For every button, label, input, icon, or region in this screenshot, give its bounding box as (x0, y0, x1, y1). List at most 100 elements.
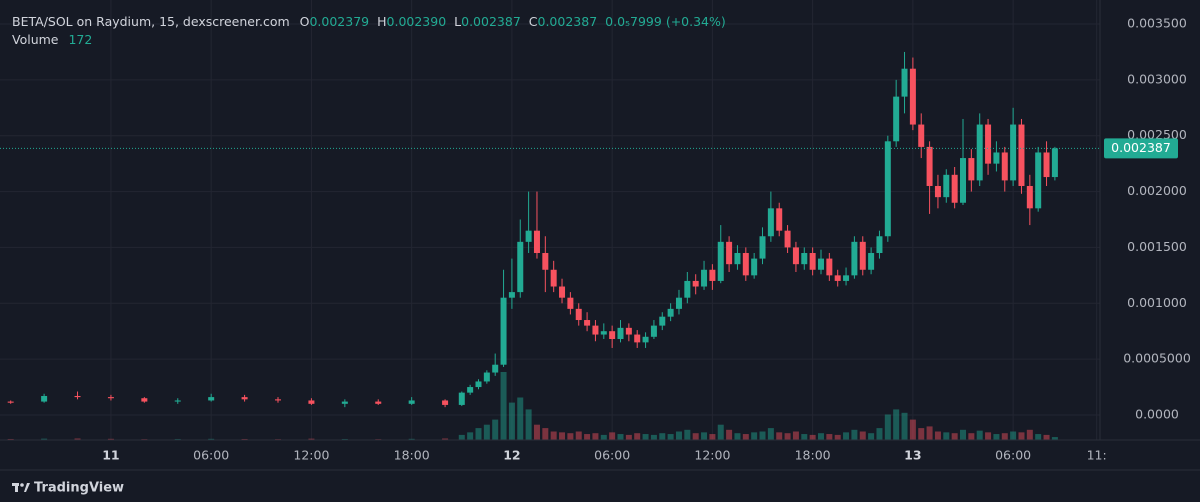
volume-bar (642, 434, 649, 440)
candle-body (241, 397, 248, 400)
candle-body (408, 400, 415, 404)
axes: 0.0000 0.0005000 0.001000 0.001500 0.002000 0… (0, 16, 1191, 463)
volume-bar (926, 426, 933, 440)
volume-bar (467, 432, 474, 440)
volume-bar (600, 434, 607, 440)
volume-bar (960, 429, 967, 440)
candle-body (918, 124, 925, 147)
candle-body (926, 146, 933, 186)
y-tick-label: 0.0005000 (1123, 351, 1191, 366)
volume-bar (701, 432, 708, 440)
candle-body (1035, 152, 1042, 209)
candle-body (843, 275, 850, 281)
candle-body (375, 401, 382, 404)
volume-bar (792, 431, 799, 440)
x-tick-label: 12:00 (694, 448, 730, 463)
candle-body (876, 236, 883, 254)
y-tick-label: 0.001000 (1127, 295, 1187, 310)
candle-body (893, 96, 900, 142)
volume-bar (934, 431, 941, 440)
candle-body (851, 241, 858, 276)
volume-bar (525, 409, 532, 440)
legend-value: 0.002379 (309, 14, 369, 29)
last-price-label: 0.002387 (1111, 140, 1171, 155)
volume-bar (776, 432, 783, 440)
volume-bar (909, 419, 916, 440)
candle-body (1010, 124, 1017, 181)
candle-body (1018, 124, 1025, 186)
y-tick-label: 0.002000 (1127, 183, 1187, 198)
header: BETA/SOL on Raydium, 15, dexscreener.com… (12, 14, 726, 29)
candle-body (868, 253, 875, 270)
change: 0.0₅7999 (+0.34%) (605, 14, 726, 29)
volume-bar (709, 434, 716, 440)
candle-body (467, 387, 474, 393)
candle-body (74, 395, 81, 398)
legend-label: L (454, 14, 461, 29)
candle-body (609, 331, 616, 340)
volume-bar (483, 424, 490, 440)
candle-body (1001, 152, 1008, 181)
candle-body (642, 336, 649, 343)
candle-body (659, 316, 666, 326)
volume-bar (341, 438, 348, 440)
candle-body (575, 308, 582, 321)
volume-bar (1051, 437, 1058, 440)
candle-body (508, 292, 515, 298)
volume-bar (475, 428, 482, 440)
volume-bar (901, 412, 908, 440)
volume-bar (884, 414, 891, 440)
x-tick-label: 18:00 (394, 448, 430, 463)
volume-bar (809, 434, 816, 440)
x-tick-label: 18:00 (795, 448, 831, 463)
volume-bar (717, 424, 724, 440)
volume-bar (500, 372, 507, 440)
volume-bar (7, 438, 14, 440)
volume-bar (174, 438, 181, 440)
x-tick-label: 06:00 (594, 448, 630, 463)
volume-bar (442, 438, 449, 440)
volume-bar (625, 434, 632, 440)
candle-body (567, 297, 574, 309)
candle-body (542, 253, 549, 270)
candle-body (684, 280, 691, 298)
volume-bar (751, 432, 758, 440)
volume-bar (634, 433, 641, 440)
candle-body (817, 258, 824, 270)
volume-bar (985, 432, 992, 440)
candle-body (985, 124, 992, 164)
candle-body (1043, 152, 1050, 178)
volume-bar (533, 424, 540, 440)
candle-body (208, 397, 215, 401)
watermark: TradingView (34, 481, 124, 496)
candle-body (968, 158, 975, 181)
candle-body (742, 253, 749, 276)
volume-bar (826, 434, 833, 440)
volume-bar (976, 430, 983, 440)
candle-body (976, 124, 983, 181)
candle-body (734, 253, 741, 265)
volume-bar (893, 409, 900, 440)
candle-body (834, 275, 841, 281)
volume-bar (575, 431, 582, 440)
candle-body (308, 400, 315, 404)
candle-body (41, 395, 48, 402)
volume-bar (617, 434, 624, 440)
volume-bar (726, 429, 733, 440)
volume-bar (492, 419, 499, 440)
volume-bar (1035, 434, 1042, 440)
volume-label: Volume (12, 32, 59, 47)
volume-bar (508, 402, 515, 440)
candle-body (584, 320, 591, 326)
candle-body (483, 372, 490, 382)
legend-value: 0.002387 (538, 14, 598, 29)
volume-bar (692, 433, 699, 440)
last-price-tag (1104, 138, 1178, 159)
candle-body (550, 269, 557, 287)
volume-bar (784, 433, 791, 440)
volume-bar (918, 428, 925, 440)
candle-body (625, 327, 632, 335)
volume-bar (107, 438, 114, 440)
candle-body (141, 398, 148, 402)
